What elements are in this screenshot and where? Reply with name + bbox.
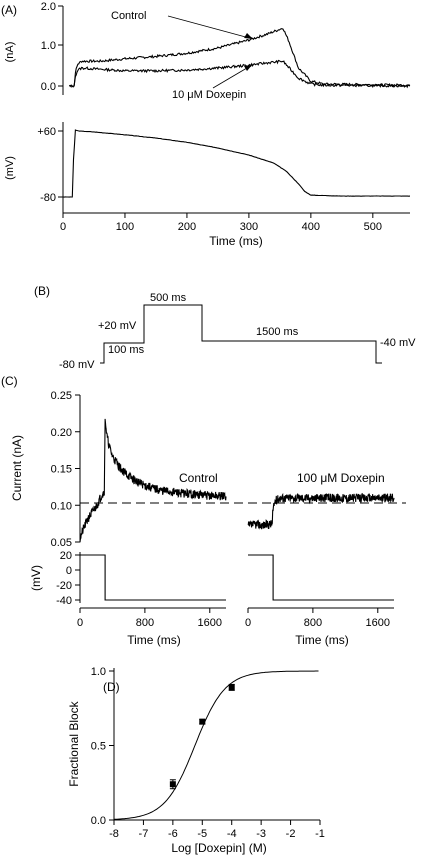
a-current-tick-label: 0.0 — [41, 81, 56, 93]
c-x-ticks: 0 800 1600 0 800 1600 — [77, 608, 390, 629]
c-doxepin-trace — [247, 492, 395, 530]
d-x-ticks: -8 -7 -6 -5 -4 -3 -2 -1 — [109, 820, 325, 840]
a-x-ticks: 0 100 200 300 400 500 — [60, 213, 382, 233]
b-label-500ms: 500 ms — [150, 292, 187, 304]
c-x-tick-label-right: 0 — [245, 617, 251, 629]
c-current-y-label: Current (nA) — [10, 435, 24, 501]
c-x-tick-label-left: 0 — [77, 617, 83, 629]
d-x-tick-label: -1 — [315, 828, 325, 840]
c-control-label: Control — [179, 471, 218, 485]
d-x-tick-label: -3 — [256, 828, 266, 840]
c-y-tick-label: 0.05 — [51, 537, 72, 549]
c-voltage-y-ticks: 20 0 -20 -40 — [56, 550, 80, 607]
panel-label-c: (C) — [1, 374, 18, 388]
a-current-y-label: (nA) — [4, 42, 16, 63]
c-current-y-ticks: 0.25 0.20 0.15 0.10 0.05 — [51, 390, 80, 549]
a-control-label-bg — [97, 5, 189, 23]
panel-c: 0.25 0.20 0.15 0.10 0.05 Current (nA) Contro… — [10, 390, 406, 647]
a-doxepin-label-bg — [160, 84, 300, 102]
a-control-arrowhead — [244, 33, 253, 39]
c-voltage-trace-doxepin — [248, 554, 394, 601]
d-y-tick-label: 1.0 — [91, 666, 106, 678]
c-y-tick-label: 0.15 — [51, 464, 72, 476]
c-control-trace — [79, 418, 227, 543]
a-doxepin-trace — [68, 59, 411, 89]
a-doxepin-pointer — [212, 64, 253, 89]
a-x-tick-label: 100 — [116, 221, 134, 233]
a-x-tick-label: 0 — [60, 221, 66, 233]
a-voltage-tick-label: +60 — [37, 126, 56, 138]
d-data-points — [169, 683, 235, 790]
b-label-20mv: +20 mV — [98, 320, 137, 332]
a-x-tick-label: 200 — [178, 221, 196, 233]
d-y-label: Fractional Block — [67, 700, 81, 786]
panel-label-a: (A) — [1, 3, 17, 17]
c-y-tick-label: 0.20 — [51, 427, 72, 439]
c-x-tick-label-right: 800 — [304, 617, 322, 629]
c-y-tick-label: 0.25 — [51, 390, 72, 402]
c-voltage-y-tick-label: 20 — [60, 550, 72, 562]
c-y-tick-label: 0.10 — [51, 500, 72, 512]
d-data-point — [169, 781, 176, 788]
c-voltage-y-tick-label: 0 — [66, 565, 72, 577]
panel-a-current: 2.0 1.0 0.0 (nA) Control 10 μM Doxepin — [4, 1, 411, 102]
a-current-tick-label: 1.0 — [41, 40, 56, 52]
d-data-point — [199, 718, 206, 725]
a-x-tick-label: 500 — [364, 221, 382, 233]
d-data-point — [228, 684, 235, 691]
a-current-tick-label: 2.0 — [41, 1, 56, 13]
panel-d: 0.0 0.5 1.0 -8 -7 -6 -5 -4 -3 -2 -1 Fractional Bl… — [67, 666, 325, 855]
c-voltage-y-tick-label: -20 — [56, 580, 72, 592]
d-y-ticks: 0.0 0.5 1.0 — [91, 666, 114, 827]
d-x-tick-label: -5 — [197, 828, 207, 840]
d-y-tick-label: 0.0 — [91, 815, 106, 827]
d-x-tick-label: -4 — [227, 828, 237, 840]
a-voltage-trace — [62, 129, 411, 198]
d-x-tick-label: -6 — [168, 828, 178, 840]
b-label-minus40mv: -40 mV — [380, 337, 416, 349]
c-voltage-y-tick-label: -40 — [56, 595, 72, 607]
b-label-1500ms: 1500 ms — [256, 326, 299, 338]
a-voltage-tick-label: -80 — [40, 192, 56, 204]
a-control-label: Control — [111, 10, 146, 22]
a-control-pointer — [167, 15, 254, 40]
a-x-tick-label: 300 — [240, 221, 258, 233]
panel-label-d: (D) — [103, 680, 120, 694]
d-x-tick-label: -7 — [139, 828, 149, 840]
d-x-tick-label: -8 — [109, 828, 119, 840]
a-control-trace — [69, 28, 411, 88]
a-voltage-y-label: (mV) — [4, 156, 16, 180]
b-label-minus80mv: -80 mV — [59, 359, 95, 371]
a-doxepin-arrowhead — [244, 65, 252, 71]
d-hill-fit-curve — [113, 670, 319, 820]
a-x-tick-label: 400 — [302, 221, 320, 233]
c-x-label-right: Time (ms) — [295, 633, 349, 647]
c-x-tick-label-left: 1600 — [198, 617, 222, 629]
c-voltage-trace-control — [80, 554, 226, 601]
c-x-tick-label-left: 800 — [136, 617, 154, 629]
d-x-label: Log [Doxepin] (M) — [171, 841, 266, 855]
b-voltage-protocol-trace — [100, 304, 382, 364]
panel-label-b: (B) — [34, 284, 50, 298]
c-x-tick-label-right: 1600 — [366, 617, 390, 629]
c-doxepin-label: 100 μM Doxepin — [297, 471, 385, 485]
d-x-tick-label: -2 — [286, 828, 296, 840]
c-voltage-y-label: (mV) — [29, 565, 43, 591]
a-x-label: Time (ms) — [209, 234, 263, 248]
a-doxepin-label: 10 μM Doxepin — [172, 89, 246, 101]
b-label-100ms: 100 ms — [108, 344, 145, 356]
d-y-tick-label: 0.5 — [91, 741, 106, 753]
panel-a-voltage: +60 -80 (mV) 0 100 200 300 400 500 Time (ms) — [4, 122, 411, 248]
c-x-label-left: Time (ms) — [127, 633, 181, 647]
panel-b-protocol: +20 mV 500 ms 100 ms 1500 ms -80 mV -40 … — [59, 292, 416, 371]
